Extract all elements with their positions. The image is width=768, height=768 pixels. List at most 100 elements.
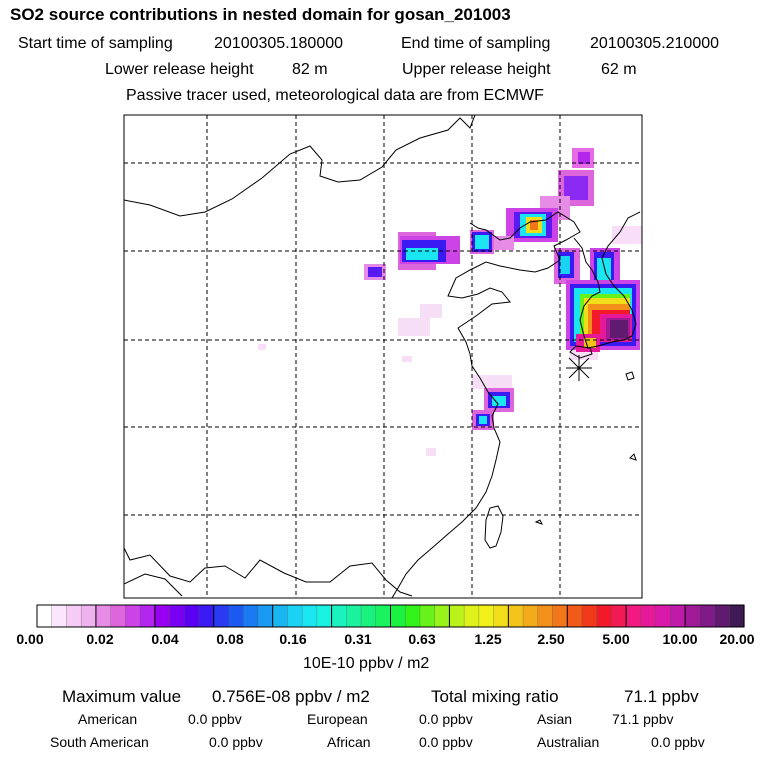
colorbar-swatch — [81, 605, 97, 627]
faint-plume-patch — [426, 448, 436, 456]
plume-cell — [368, 267, 382, 277]
colorbar-swatch — [464, 605, 480, 627]
faint-plume-patch — [420, 304, 442, 318]
colorbar-swatch — [287, 605, 303, 627]
colorbar-unit: 10E-10 ppbv / m2 — [303, 655, 430, 672]
colorbar-swatch — [140, 605, 156, 627]
coastline-korea — [573, 211, 641, 349]
region-name: Asian — [537, 711, 573, 727]
colorbar-ticks — [51, 605, 730, 627]
region-name: European — [307, 711, 368, 727]
colorbar-swatch — [596, 605, 613, 627]
end-time-value: 20100305.210000 — [590, 35, 720, 52]
colorbar-tick-label: 20.00 — [719, 631, 755, 647]
plume-cell — [610, 320, 628, 338]
border-line — [124, 573, 183, 597]
colorbar-swatch — [567, 605, 583, 627]
faint-plume-patch — [612, 226, 642, 244]
region-value: 0.0 ppbv — [419, 711, 473, 727]
colorbar-swatch — [213, 605, 230, 627]
plume-cell — [584, 338, 596, 348]
colorbar-swatch — [331, 605, 347, 627]
colorbar-swatch — [685, 605, 701, 627]
faint-plume-patch — [402, 356, 412, 362]
colorbar — [37, 605, 745, 627]
colorbar-tick-label: 0.04 — [151, 631, 179, 647]
colorbar-swatch — [670, 605, 686, 627]
region-value: 0.0 ppbv — [209, 734, 263, 750]
plume-shanghai — [472, 388, 514, 430]
start-time-label: Start time of sampling — [18, 35, 173, 52]
colorbar-swatch — [449, 605, 465, 627]
colorbar-tick-label: 10.00 — [662, 631, 698, 647]
end-time-label: End time of sampling — [401, 35, 551, 52]
faint-plume-patch — [258, 344, 266, 350]
colorbar-swatch — [375, 605, 392, 627]
region-name: American — [78, 711, 138, 727]
colorbar-swatch — [390, 605, 406, 627]
coastlines — [124, 115, 641, 598]
plume-cell — [560, 256, 570, 274]
colorbar-swatch — [302, 605, 318, 627]
tracer-note: Passive tracer used, meteorological data… — [126, 87, 544, 104]
jeju-island — [569, 345, 593, 359]
colorbar-swatch — [537, 605, 554, 627]
faint-plume-patch — [398, 318, 430, 336]
colorbar-swatch — [361, 605, 377, 627]
colorbar-swatch — [184, 605, 200, 627]
colorbar-swatch — [508, 605, 524, 627]
colorbar-tick-label: 0.02 — [86, 631, 114, 647]
plume-northwest — [364, 230, 514, 280]
colorbar-swatch — [699, 605, 716, 627]
faint-plume-patch — [472, 375, 512, 389]
plume-cell — [479, 416, 487, 424]
colorbar-tick-label: 0.16 — [279, 631, 307, 647]
colorbar-swatch — [611, 605, 627, 627]
colorbar-swatch — [581, 605, 598, 627]
colorbar-swatch — [419, 605, 436, 627]
chart-title: SO2 source contributions in nested domai… — [10, 5, 511, 24]
colorbar-swatch — [272, 605, 288, 627]
coastline-china — [391, 211, 581, 598]
colorbar-swatch — [405, 605, 421, 627]
max-value: 0.756E-08 ppbv / m2 — [212, 687, 370, 706]
small-island — [629, 453, 637, 461]
colorbar-tick-label: 0.00 — [16, 631, 44, 647]
colorbar-tick-label: 0.31 — [344, 631, 372, 647]
total-mixing-value: 71.1 ppbv — [624, 687, 699, 706]
map-frame — [123, 114, 643, 599]
plume-cell — [475, 235, 489, 249]
border-line — [124, 547, 413, 597]
concentration-field — [258, 148, 642, 456]
colorbar-swatch — [626, 605, 642, 627]
start-time-value: 20100305.180000 — [214, 35, 344, 52]
small-island — [534, 519, 543, 525]
colorbar-swatch — [199, 605, 215, 627]
plume-north — [506, 148, 594, 242]
graticule — [124, 115, 642, 598]
plume-cell — [492, 396, 506, 406]
plume-cell — [578, 152, 590, 164]
border-line — [124, 115, 476, 217]
colorbar-swatch — [729, 605, 745, 627]
region-name: Australian — [537, 734, 600, 750]
plume-cell — [530, 220, 538, 230]
lower-release-label: Lower release height — [105, 61, 254, 78]
colorbar-swatch — [95, 605, 112, 627]
colorbar-tick-label: 2.50 — [537, 631, 565, 647]
colorbar-swatch — [478, 605, 495, 627]
colorbar-swatch — [434, 605, 451, 627]
region-value: 0.0 ppbv — [651, 734, 705, 750]
plume-cell — [406, 248, 438, 260]
plume-korea — [554, 248, 640, 352]
colorbar-swatch — [51, 605, 68, 627]
colorbar-swatch — [243, 605, 259, 627]
colorbar-swatch — [346, 605, 362, 627]
taiwan-island — [484, 505, 504, 549]
colorbar-tick-label: 5.00 — [602, 631, 630, 647]
lower-release-value: 82 m — [292, 61, 328, 78]
colorbar-tick-label: 1.25 — [474, 631, 502, 647]
max-value-label: Maximum value — [62, 687, 182, 706]
colorbar-swatch — [169, 605, 185, 627]
